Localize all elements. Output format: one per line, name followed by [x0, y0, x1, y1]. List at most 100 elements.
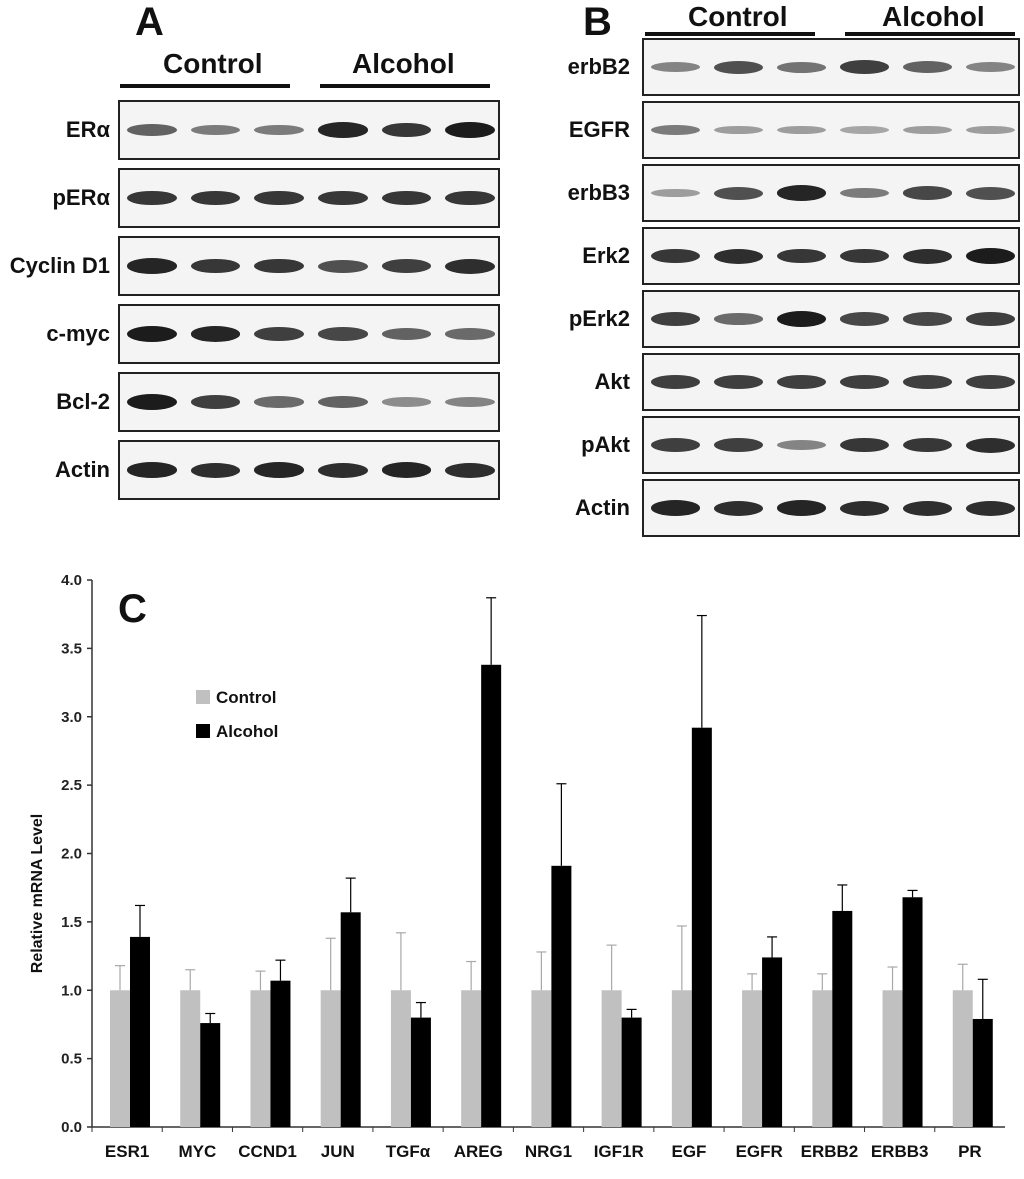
panel-b-band: [839, 437, 890, 453]
panel-b-row-label: pAkt: [581, 432, 630, 457]
panel-a-band: [127, 462, 177, 478]
panel-c-letter: C: [118, 587, 147, 631]
y-tick-label: 2.0: [61, 846, 82, 863]
panel-c-chart: C 0.0 0.5 1.0 1.5 2.0 2.5 3.0 3.5 4.0 Relative mRN…: [29, 572, 1005, 1161]
panel-b-band: [776, 440, 827, 450]
panel-b-band: [713, 186, 764, 200]
x-category-label: EGF: [671, 1142, 706, 1161]
panel-b-blot-strip: [642, 164, 1020, 222]
panel-a-blot-strip: [118, 100, 500, 160]
panel-a-band: [254, 258, 304, 274]
panel-b-band: [776, 61, 827, 73]
panel-b-band: [965, 62, 1016, 72]
panel-a-band: [318, 462, 368, 478]
panel-b-row-label: erbB3: [567, 180, 630, 205]
panel-a-band: [445, 190, 495, 206]
panel-b-band: [713, 248, 764, 264]
panel-b-band: [965, 125, 1016, 135]
panel-a-band: [318, 259, 368, 273]
panel-b-band: [650, 375, 701, 389]
panel-a-band: [445, 122, 495, 138]
panel-a-row-label: Cyclin D1: [9, 253, 110, 278]
bar-control: [390, 990, 411, 1127]
panel-a-blot-strip: [118, 440, 500, 500]
panel-a-band: [190, 326, 241, 342]
panel-a-band: [445, 328, 495, 340]
legend-label-control: Control: [216, 688, 276, 707]
panel-a-band: [381, 328, 432, 340]
panel-b-blot-strip: [642, 290, 1020, 348]
bar-control: [742, 990, 763, 1127]
panel-a-group-alcohol: Alcohol: [352, 48, 455, 79]
y-tick-label: 3.0: [61, 709, 82, 726]
x-category-label: EGFR: [736, 1142, 783, 1161]
panel-b-band: [839, 248, 890, 264]
panel-b-band: [650, 248, 701, 264]
panel-b-row-label: EGFR: [568, 117, 630, 142]
bar-alcohol: [410, 1017, 431, 1127]
panel-b-band: [776, 185, 827, 201]
panel-a-band: [127, 190, 177, 206]
panel-a-band: [318, 122, 368, 138]
panel-a-band: [190, 462, 241, 478]
panel-b-band: [839, 312, 890, 326]
y-tick-label: 4.0: [61, 572, 82, 589]
panel-b-band: [902, 248, 953, 264]
panel-a-blot-strip: [118, 304, 500, 364]
panel-b-band: [713, 60, 764, 74]
panel-a-band: [190, 124, 241, 136]
panel-a-band: [381, 190, 432, 206]
panel-b-row-label: Akt: [594, 369, 630, 394]
bar-alcohol: [762, 957, 783, 1127]
panel-b-band: [902, 186, 953, 200]
y-tick-label: 1.5: [61, 914, 82, 931]
panel-b-alcohol-line: [845, 32, 1015, 36]
panel-a-band: [254, 462, 304, 478]
panel-a-band: [254, 327, 304, 341]
panel-a-band: [318, 396, 368, 408]
panel-b-band: [650, 312, 701, 326]
bar-control: [882, 990, 903, 1127]
panel-b-band: [902, 500, 953, 516]
bar-control: [812, 990, 833, 1127]
panel-b-blot-strip: [642, 479, 1020, 537]
panel-b-band: [965, 186, 1016, 200]
x-category-label: PR: [958, 1142, 982, 1161]
y-tick-label: 3.5: [61, 640, 82, 657]
panel-b-band: [965, 248, 1016, 264]
panel-b-band: [839, 187, 890, 199]
y-tick-label: 0.5: [61, 1051, 82, 1068]
panel-b-row-label: pErk2: [568, 306, 630, 331]
panel-b-band: [650, 500, 701, 516]
bar-control: [531, 990, 552, 1127]
panel-b-band: [839, 375, 890, 389]
panel-a-row-label: Actin: [55, 457, 110, 482]
panel-b-band: [965, 500, 1016, 516]
panel-a-band: [190, 258, 241, 274]
bar-control: [250, 990, 271, 1127]
panel-a-band: [127, 258, 177, 274]
x-category-label: NRG1: [525, 1142, 572, 1161]
panel-a-band: [318, 327, 368, 341]
panel-b-row-label: Actin: [575, 495, 630, 520]
panel-a-band: [445, 462, 495, 478]
y-axis-title: Relative mRNA Level: [29, 814, 46, 973]
panel-b-band: [650, 124, 701, 136]
panel-b-band: [965, 312, 1016, 326]
bar-alcohol: [130, 936, 150, 1127]
panel-b-band: [713, 125, 764, 135]
panel-a-band: [127, 124, 177, 136]
legend-label-alcohol: Alcohol: [216, 722, 278, 741]
panel-b-band: [776, 125, 827, 135]
panel-a-band: [190, 190, 241, 206]
panel-a-band: [445, 258, 495, 274]
panel-a-band: [381, 122, 432, 138]
panel-b-blot-strip: [642, 227, 1020, 285]
x-category-label: ESR1: [105, 1142, 149, 1161]
y-tick-label: 1.0: [61, 982, 82, 999]
panel-a-row-label: c-myc: [46, 321, 110, 346]
bar-alcohol: [270, 980, 291, 1127]
panel-a-row-label: pERα: [52, 185, 110, 210]
panel-b-band: [902, 61, 953, 73]
bar-control: [461, 990, 482, 1127]
